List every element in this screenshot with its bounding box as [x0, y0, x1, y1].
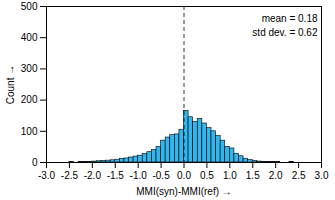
svg-text:500: 500 [21, 1, 38, 12]
svg-text:1.0: 1.0 [223, 170, 237, 181]
svg-text:-2.0: -2.0 [84, 170, 102, 181]
svg-text:-1.0: -1.0 [130, 170, 148, 181]
svg-text:3.0: 3.0 [315, 170, 329, 181]
svg-text:400: 400 [21, 32, 38, 43]
svg-text:MMI(syn)-MMI(ref) →: MMI(syn)-MMI(ref) → [136, 186, 232, 197]
svg-text:0.0: 0.0 [177, 170, 191, 181]
svg-text:-3.0: -3.0 [38, 170, 56, 181]
svg-text:-0.5: -0.5 [152, 170, 170, 181]
svg-text:0: 0 [32, 157, 38, 168]
svg-text:200: 200 [21, 94, 38, 105]
svg-text:2.0: 2.0 [269, 170, 283, 181]
svg-text:Count →: Count → [5, 65, 16, 104]
svg-text:300: 300 [21, 63, 38, 74]
svg-text:-2.5: -2.5 [61, 170, 79, 181]
svg-text:-1.5: -1.5 [107, 170, 125, 181]
svg-text:0.5: 0.5 [200, 170, 214, 181]
svg-text:mean = 0.18std dev. = 0.62: mean = 0.18std dev. = 0.62 [252, 13, 318, 38]
svg-text:2.5: 2.5 [292, 170, 306, 181]
svg-text:1.5: 1.5 [246, 170, 260, 181]
svg-text:100: 100 [21, 126, 38, 137]
